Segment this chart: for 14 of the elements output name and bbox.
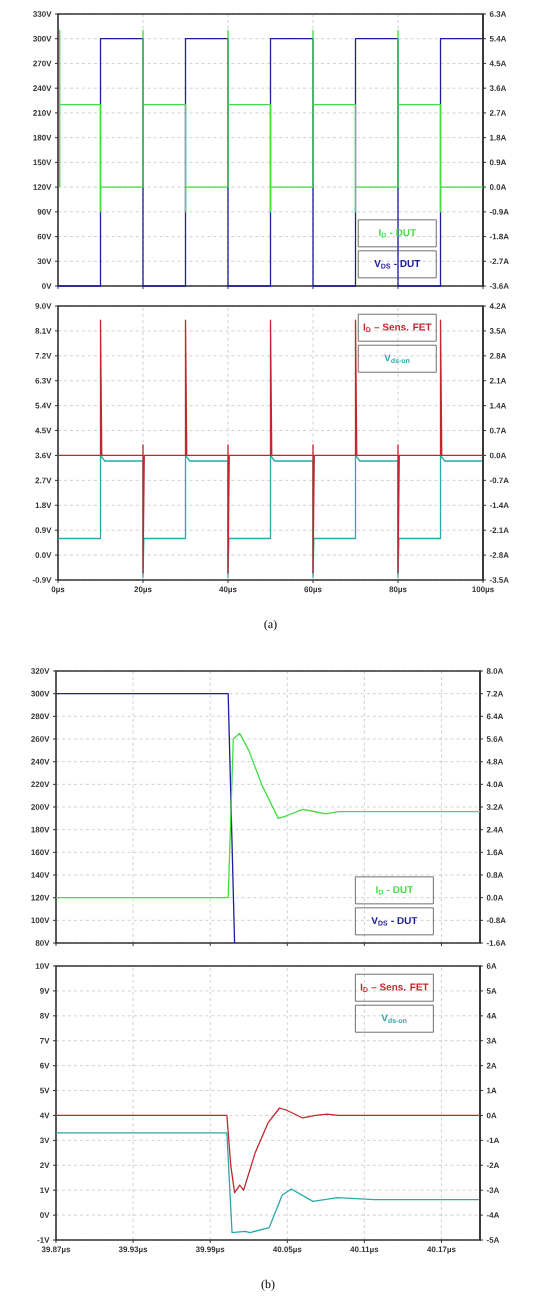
text: (a) — [264, 619, 277, 631]
line-series — [57, 319, 484, 574]
line-series — [55, 732, 481, 899]
text: I$_{D}$ – Sens. FET — [360, 983, 429, 992]
line-series — [55, 1132, 481, 1234]
text: V$_{ds-on}$ — [384, 354, 410, 363]
text: V$_{DS}$ - DUT — [371, 917, 418, 926]
line-series — [55, 1107, 481, 1194]
text: (b) — [261, 1279, 275, 1291]
text: I$_{D}$ - DUT — [376, 886, 414, 895]
line-series — [59, 29, 484, 213]
series-label: V$_{DS}$ - DUT — [374, 260, 421, 269]
text: V$_{ds-on}$ — [381, 1014, 407, 1023]
series-label: I$_{D}$ – Sens. FET — [363, 323, 432, 332]
